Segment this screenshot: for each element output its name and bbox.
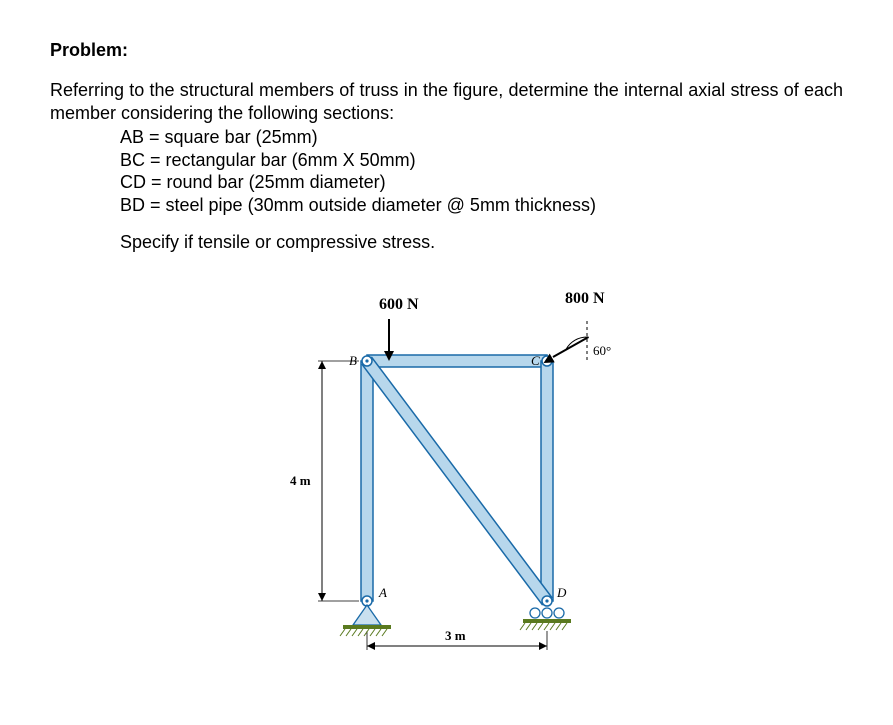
load-c: 60° 800 N xyxy=(543,290,611,363)
problem-statement: Referring to the structural members of t… xyxy=(50,79,843,124)
svg-text:800 N: 800 N xyxy=(565,290,605,307)
svg-text:60°: 60° xyxy=(593,343,611,358)
svg-text:B: B xyxy=(349,353,357,368)
svg-text:4 m: 4 m xyxy=(290,473,311,488)
section-bc: BC = rectangular bar (6mm X 50mm) xyxy=(120,149,843,172)
specify-note: Specify if tensile or compressive stress… xyxy=(120,232,843,253)
svg-text:D: D xyxy=(556,585,567,600)
svg-text:C: C xyxy=(531,353,540,368)
truss-figure: 600 N 60° 800 N A B C D 4 m 3 m xyxy=(257,261,637,651)
dimensions: 4 m 3 m xyxy=(290,361,547,650)
svg-text:600 N: 600 N xyxy=(379,296,419,313)
member-group xyxy=(361,355,553,605)
section-cd: CD = round bar (25mm diameter) xyxy=(120,171,843,194)
figure-container: 600 N 60° 800 N A B C D 4 m 3 m xyxy=(50,261,843,651)
svg-text:3 m: 3 m xyxy=(445,628,466,643)
svg-text:A: A xyxy=(378,585,387,600)
load-b: 600 N xyxy=(379,296,419,361)
section-bd: BD = steel pipe (30mm outside diameter @… xyxy=(120,194,843,217)
section-list: AB = square bar (25mm) BC = rectangular … xyxy=(120,126,843,216)
problem-title: Problem: xyxy=(50,40,843,61)
section-ab: AB = square bar (25mm) xyxy=(120,126,843,149)
